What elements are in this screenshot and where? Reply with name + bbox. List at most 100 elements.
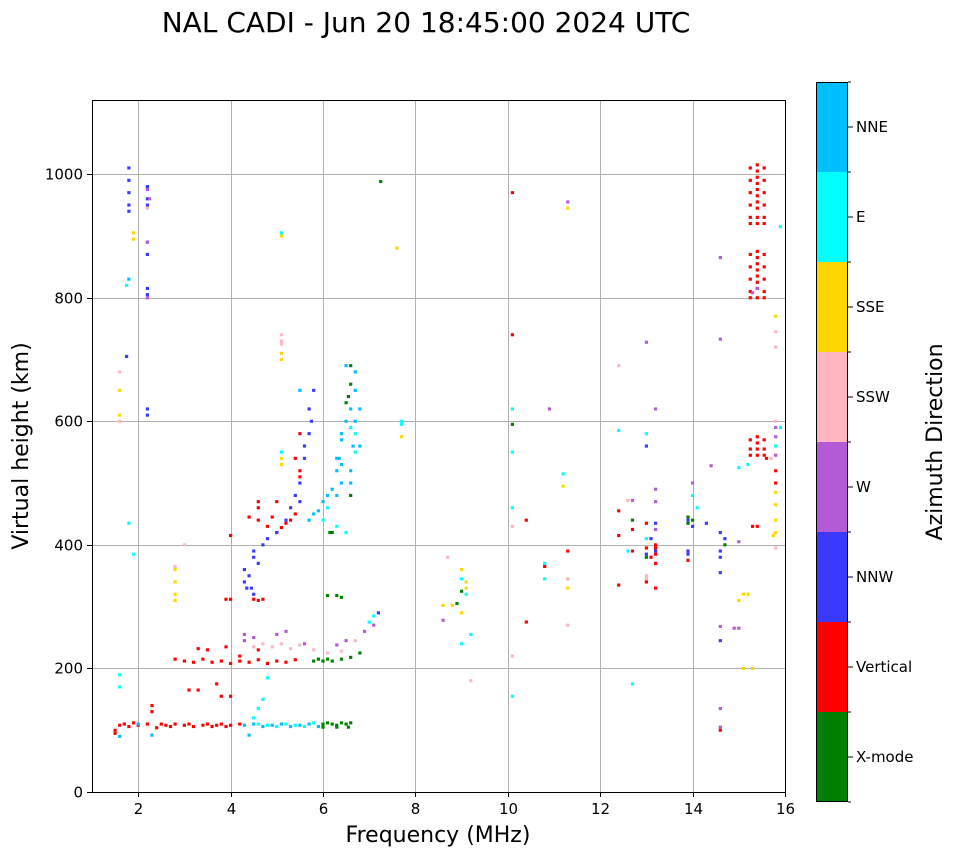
data-point	[510, 407, 514, 411]
data-point	[173, 592, 177, 596]
data-point	[326, 506, 330, 510]
data-point	[145, 407, 149, 411]
data-point	[339, 595, 344, 599]
data-point	[284, 521, 288, 525]
data-point	[748, 277, 752, 281]
data-point	[460, 642, 464, 646]
data-point	[118, 419, 122, 423]
data-point	[617, 583, 621, 587]
data-point	[261, 597, 265, 601]
data-point	[132, 237, 136, 241]
data-point	[145, 203, 149, 207]
data-point	[748, 438, 752, 442]
data-point	[349, 425, 353, 429]
colorbar-label: X-mode	[856, 748, 913, 766]
data-point	[755, 215, 759, 219]
data-point	[748, 252, 752, 256]
data-point	[709, 464, 713, 468]
data-point	[219, 722, 223, 726]
data-point	[205, 648, 210, 652]
data-point	[561, 484, 565, 488]
data-point	[748, 222, 752, 226]
data-point	[460, 589, 464, 593]
data-point	[125, 354, 129, 358]
data-point	[774, 481, 778, 485]
data-point	[764, 456, 769, 460]
data-point	[279, 339, 283, 343]
data-point	[644, 574, 648, 578]
data-point	[460, 577, 464, 581]
data-point	[279, 358, 283, 362]
data-point	[718, 337, 722, 341]
data-point	[626, 549, 630, 553]
data-point	[748, 203, 752, 207]
data-point	[755, 441, 759, 445]
data-point	[150, 710, 154, 714]
data-point	[145, 252, 149, 256]
data-point	[566, 206, 570, 210]
data-point	[464, 580, 468, 584]
data-point	[774, 425, 778, 429]
data-point	[252, 555, 256, 559]
data-point	[644, 340, 648, 344]
data-point	[344, 401, 348, 405]
data-point	[344, 531, 348, 535]
data-point	[723, 543, 727, 547]
data-point	[150, 733, 154, 737]
data-point	[718, 624, 722, 628]
data-point	[441, 603, 445, 607]
data-point	[256, 598, 260, 602]
data-point	[173, 568, 177, 572]
x-tick-label: 10	[499, 800, 518, 818]
data-point	[363, 629, 367, 633]
data-point	[229, 597, 233, 601]
data-point	[543, 564, 547, 568]
data-point	[321, 725, 325, 729]
data-point	[344, 639, 348, 643]
data-point	[293, 493, 297, 497]
data-point	[224, 597, 228, 601]
data-point	[644, 444, 648, 448]
data-point	[771, 534, 775, 538]
data-point	[746, 463, 750, 467]
x-tick-label: 14	[684, 800, 703, 818]
y-axis-ticks: 0 200 400 600 800 1000	[45, 166, 92, 802]
data-point	[774, 330, 778, 334]
y-tick-label: 1000	[45, 166, 83, 184]
data-point	[778, 225, 782, 229]
data-point	[686, 558, 690, 562]
data-point	[316, 725, 320, 729]
data-point	[330, 722, 334, 726]
plot-frame	[92, 100, 786, 793]
data-point	[279, 526, 283, 530]
data-point	[192, 660, 196, 664]
data-point	[349, 655, 353, 659]
data-point	[279, 456, 283, 460]
data-point	[349, 407, 353, 411]
data-point	[335, 524, 339, 528]
data-point	[298, 388, 302, 392]
data-point	[298, 432, 302, 436]
data-point	[335, 725, 339, 729]
data-point	[762, 265, 766, 269]
data-point	[654, 500, 658, 504]
data-point	[510, 333, 514, 337]
data-point	[469, 679, 473, 683]
data-point	[399, 435, 404, 439]
data-point	[245, 586, 249, 590]
data-point	[774, 531, 778, 535]
data-point	[755, 206, 759, 210]
data-point	[774, 345, 778, 349]
data-point	[566, 577, 570, 581]
data-point	[256, 500, 260, 504]
data-point	[321, 722, 325, 726]
data-point	[270, 515, 274, 519]
data-point	[275, 632, 279, 636]
data-point	[113, 731, 117, 735]
data-point	[691, 518, 695, 522]
colorbar-segment	[816, 532, 848, 622]
data-point	[644, 577, 648, 581]
data-point	[351, 444, 355, 448]
data-point	[256, 722, 260, 726]
data-point	[201, 657, 205, 661]
